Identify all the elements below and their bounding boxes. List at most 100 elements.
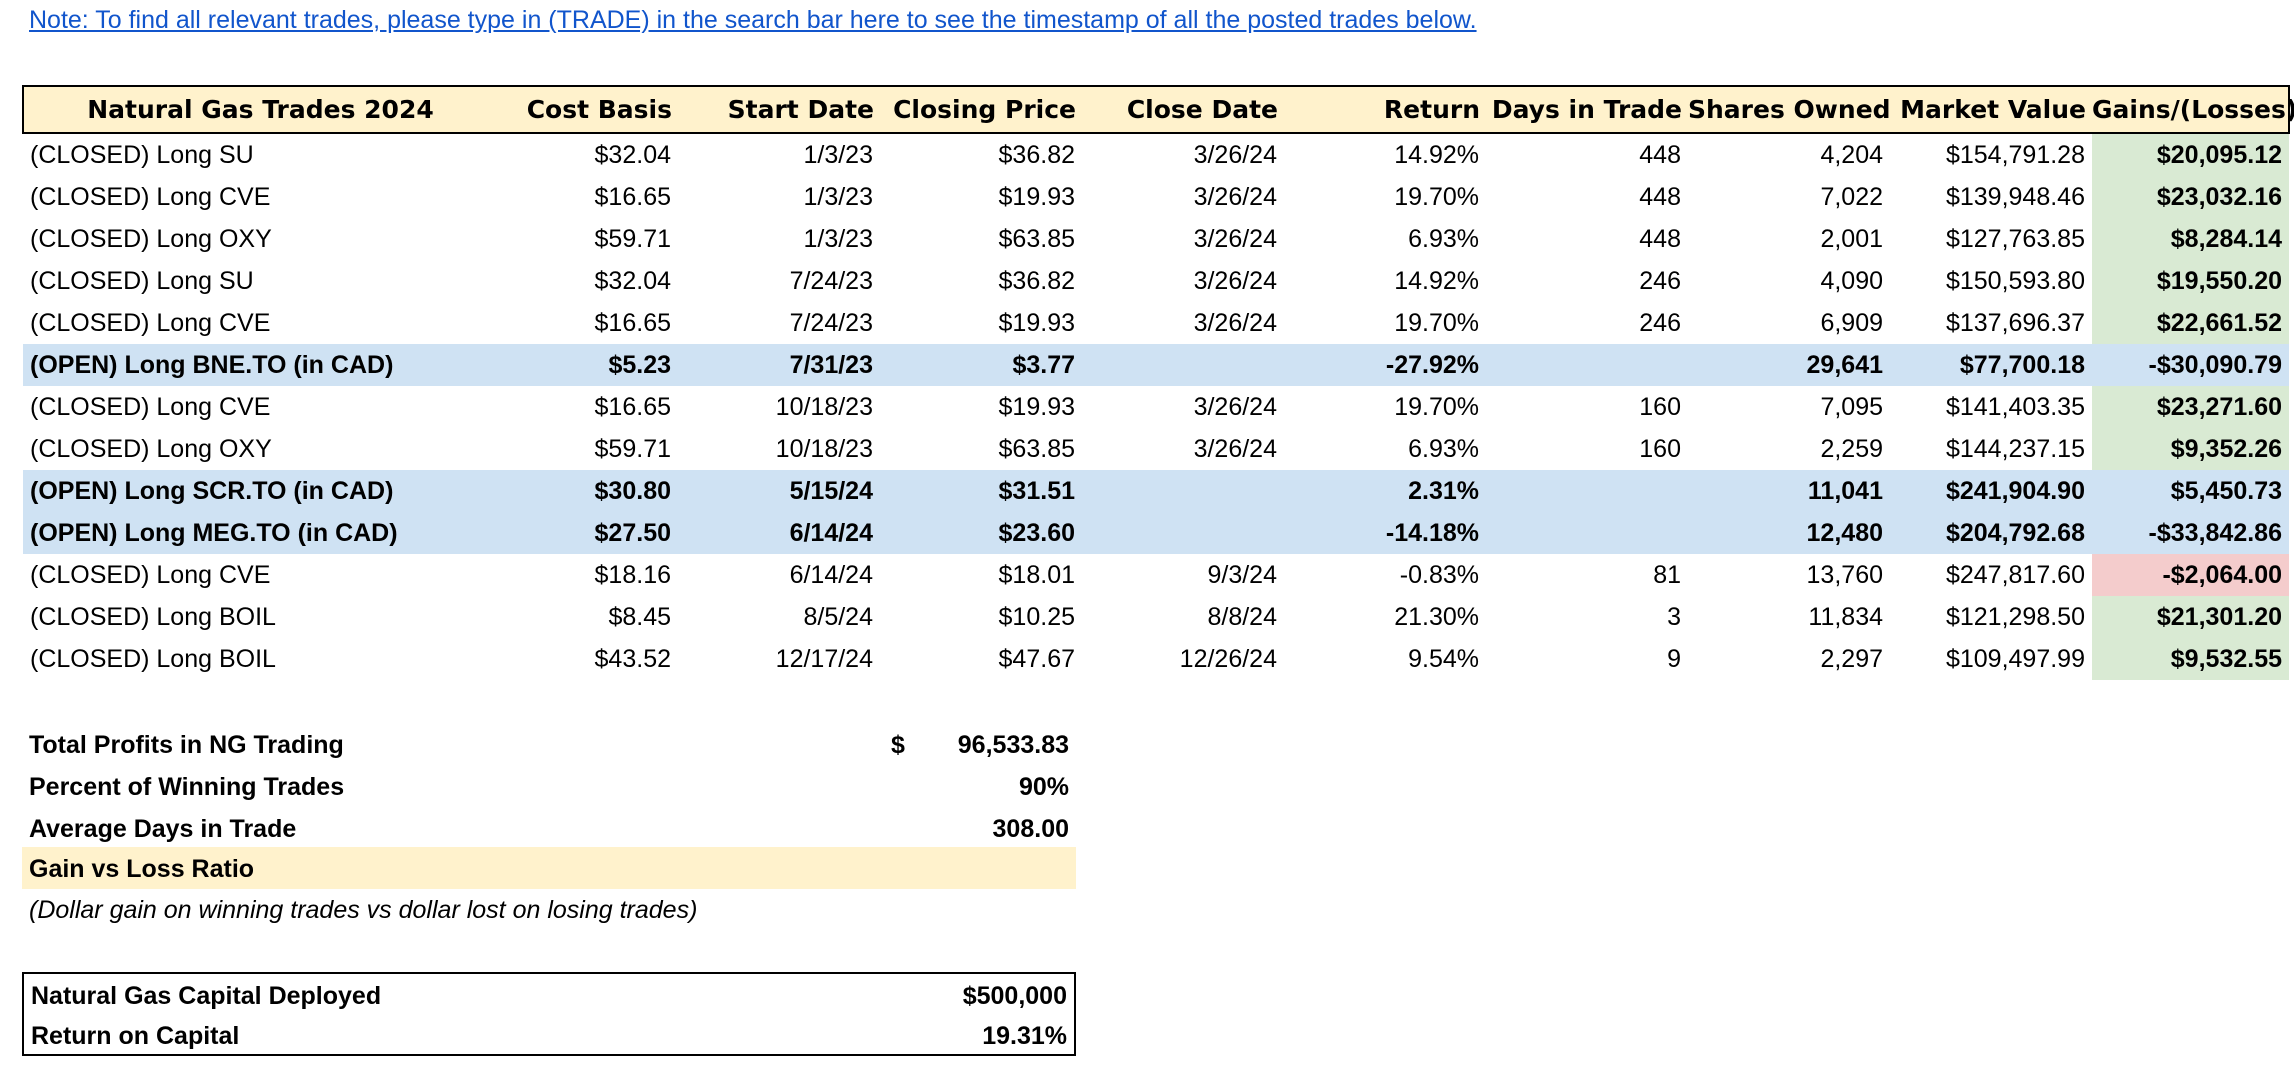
table-row: (CLOSED) Long CVE $16.65 10/18/23 $19.93 3/2… [23,386,2289,428]
return-on-capital-value: 19.31% [982,1022,1067,1050]
table-row: (CLOSED) Long CVE $16.65 7/24/23 $19.93 3/26… [23,302,2289,344]
return-cell: 2.31% [1284,470,1486,512]
return-cell: 19.70% [1394,392,1479,421]
table-row: (CLOSED) Long SU $32.04 7/24/23 $36.82 3/26/… [23,260,2289,302]
market-value-cell: $144,237.15 [1945,434,2085,463]
shares-owned-cell: 7,095 [1820,392,1883,421]
days-in-trade-cell: 246 [1639,266,1681,295]
return-on-capital-row: Return on Capital 19.31% [24,1014,1074,1056]
days-in-trade-cell: 246 [1639,308,1681,337]
closing-price-cell: $19.93 [998,308,1075,337]
avg-days-row: Average Days in Trade 308.00 [22,807,1076,849]
capital-deployed-value: $500,000 [962,982,1067,1010]
trade-name-cell: (CLOSED) Long BOIL [30,602,276,631]
days-in-trade-cell: 448 [1639,182,1681,211]
start-date-cell: 8/5/24 [803,602,873,631]
trade-name-cell: (CLOSED) Long SU [30,140,254,169]
market-value-cell: $139,948.46 [1945,182,2085,211]
cost-basis-cell: $16.65 [594,308,671,337]
avg-days-label: Average Days in Trade [29,815,297,843]
trade-name-cell: (CLOSED) Long OXY [30,434,272,463]
shares-owned-cell: 7,022 [1820,182,1883,211]
avg-days-value: 308.00 [992,815,1069,843]
market-value-cell: $121,298.50 [1945,602,2085,631]
closing-price-cell: $47.67 [998,644,1075,673]
gain-loss-cell: -$2,064.00 [2092,554,2289,596]
gain-loss-cell: $9,352.26 [2092,428,2289,470]
gain-loss-cell: $5,450.73 [2092,470,2289,512]
days-in-trade-cell: 448 [1639,224,1681,253]
return-cell: 6.93% [1408,434,1479,463]
col-header-market-value: Market Value [1890,85,2092,134]
trade-name-cell: (CLOSED) Long CVE [30,560,271,589]
gain-loss-cell: $9,532.55 [2092,638,2289,680]
trade-name-cell: (CLOSED) Long OXY [30,224,272,253]
start-date-cell: 7/31/23 [678,344,880,386]
closing-price-cell: $3.77 [880,344,1082,386]
search-note-link[interactable]: Note: To find all relevant trades, pleas… [29,6,1477,34]
shares-owned-cell: 6,909 [1820,308,1883,337]
days-in-trade-cell: 448 [1639,140,1681,169]
table-row: (CLOSED) Long CVE $16.65 1/3/23 $19.93 3/26/… [23,176,2289,218]
shares-owned-cell: 2,297 [1820,644,1883,673]
shares-owned-cell: 11,041 [1688,470,1890,512]
market-value-cell: $141,403.35 [1945,392,2085,421]
market-value-cell: $150,593.80 [1945,266,2085,295]
table-row: (OPEN) Long BNE.TO (in CAD) $5.23 7/31/23 $… [23,344,2289,386]
start-date-cell: 10/18/23 [775,392,873,421]
trade-name-cell: (CLOSED) Long SU [30,266,254,295]
trade-name-cell: (CLOSED) Long CVE [30,308,271,337]
closing-price-cell: $63.85 [998,434,1075,463]
market-value-cell: $77,700.18 [1890,344,2092,386]
gain-loss-cell: $22,661.52 [2092,302,2289,344]
win-pct-row: Percent of Winning Trades 90% [22,765,1076,807]
table-header-row: Natural Gas Trades 2024 Cost Basis Start… [22,85,2294,134]
market-value-cell: $127,763.85 [1945,224,2085,253]
gain-loss-cell: $23,271.60 [2092,386,2289,428]
trade-name-cell: (OPEN) Long SCR.TO (in CAD) [23,470,497,512]
close-date-cell: 12/26/24 [1179,644,1277,673]
days-in-trade-cell: 3 [1667,602,1681,631]
col-header-return: Return [1284,85,1486,134]
col-header-gains-losses: Gains/(Losses) [2092,85,2294,134]
start-date-cell: 7/24/23 [789,308,873,337]
cost-basis-cell: $16.65 [594,392,671,421]
days-in-trade-cell: 9 [1667,644,1681,673]
shares-owned-cell: 4,204 [1820,140,1883,169]
shares-owned-cell: 13,760 [1806,560,1883,589]
total-profits-row: Total Profits in NG Trading $ 96,533.83 [22,723,1076,765]
gain-loss-cell: -$30,090.79 [2092,344,2289,386]
cost-basis-cell: $27.50 [497,512,678,554]
cost-basis-cell: $59.71 [594,224,671,253]
start-date-cell: 6/14/24 [789,560,873,589]
gain-loss-cell: $19,550.20 [2092,260,2289,302]
gain-loss-cell: $21,301.20 [2092,596,2289,638]
col-header-trade: Natural Gas Trades 2024 [22,85,497,134]
days-in-trade-cell [1486,344,1688,386]
gain-loss-cell: $23,032.16 [2092,176,2289,218]
close-date-cell: 3/26/24 [1193,308,1277,337]
market-value-cell: $154,791.28 [1945,140,2085,169]
close-date-cell [1082,512,1284,554]
close-date-cell: 3/26/24 [1193,266,1277,295]
gain-loss-ratio-note: (Dollar gain on winning trades vs dollar… [29,896,698,924]
closing-price-cell: $36.82 [998,140,1075,169]
capital-deployed-row: Natural Gas Capital Deployed $500,000 [24,974,1074,1016]
return-cell: 14.92% [1394,140,1479,169]
days-in-trade-cell: 81 [1653,560,1681,589]
cost-basis-cell: $32.04 [594,140,671,169]
close-date-cell: 3/26/24 [1193,182,1277,211]
trade-name-cell: (CLOSED) Long CVE [30,392,271,421]
shares-owned-cell: 29,641 [1688,344,1890,386]
total-profits-currency: $ [891,731,905,759]
cost-basis-cell: $16.65 [594,182,671,211]
shares-owned-cell: 2,001 [1820,224,1883,253]
return-cell: 21.30% [1394,602,1479,631]
close-date-cell: 3/26/24 [1193,224,1277,253]
shares-owned-cell: 11,834 [1808,602,1883,631]
table-row: (CLOSED) Long OXY $59.71 10/18/23 $63.85 3/2… [23,428,2289,470]
col-header-start-date: Start Date [678,85,880,134]
trade-name-cell: (OPEN) Long BNE.TO (in CAD) [23,344,497,386]
gain-loss-ratio-label: Gain vs Loss Ratio [29,855,255,883]
capital-deployed-label: Natural Gas Capital Deployed [31,982,382,1010]
